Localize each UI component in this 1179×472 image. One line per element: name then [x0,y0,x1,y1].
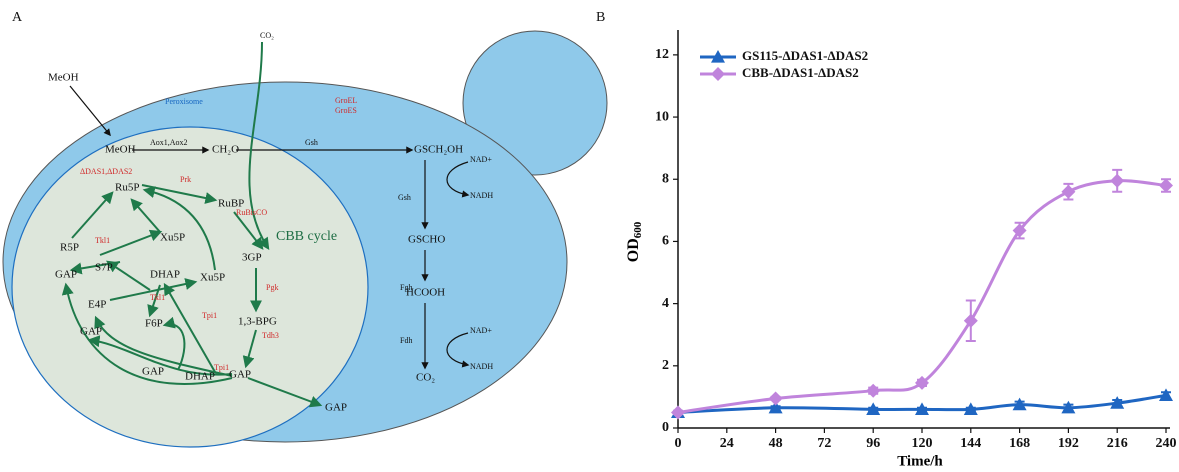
legend-marker [711,67,725,81]
x-tick-label: 0 [675,436,682,451]
cycle-label: CBB cycle [276,229,337,244]
panel-label: B [596,10,605,25]
metabolite: S7P [95,262,113,274]
enzyme: Aox1,Aox2 [150,138,188,147]
metabolite: GAP [80,326,102,338]
cofactor: NADH [470,191,493,200]
metabolite: R5P [60,242,79,254]
metabolite: Xu5P [200,272,225,284]
x-tick-label: 96 [866,436,880,451]
marker [963,313,978,328]
metabolite: GSCH₂OH [414,144,463,156]
x-tick-label: 72 [817,436,831,451]
marker [915,375,929,390]
cofactor: NADH [470,362,493,371]
marker [1159,388,1173,401]
marker [866,402,881,415]
marker [671,405,685,420]
marker [1012,223,1027,238]
metabolite: DHAP [185,371,215,383]
marker [866,383,881,398]
y-axis-label-subscript: 600 [632,221,644,238]
metabolite: RuBP [218,198,244,210]
cofactor: NAD+ [470,155,492,164]
metabolite: HCOOH [406,287,445,299]
cell-bud [462,30,608,176]
marker [1110,396,1125,409]
metabolite: 1,3-BPG [238,316,277,328]
enzyme: Pgk [266,283,278,292]
enzyme: GroES [335,106,357,115]
marker [1061,400,1076,414]
enzyme: Fdh [400,336,412,345]
enzyme: RuBisCO [236,208,267,217]
enzyme: Tpi1 [202,311,217,320]
y-axis-label: OD600 [625,221,644,262]
y-tick-label: 12 [655,47,669,62]
metabolite: CO₂ [260,31,274,40]
legend-label: CBB-ΔDAS1-ΔDAS2 [742,65,859,80]
panel-a: A MeOH CO₂ Peroxisome GroEL GroES MeOH A… [2,10,608,448]
marker [768,391,783,406]
marker [1012,397,1027,411]
x-tick-label: 216 [1107,436,1128,451]
x-tick-label: 48 [769,436,783,451]
y-tick-label: 8 [662,171,669,186]
arrows [61,41,470,408]
metabolite: GAP [229,369,251,381]
x-axis-label: Time/h [897,453,943,469]
enzyme: Prk [180,175,191,184]
enzyme: GroEL [335,96,357,105]
y-tick-label: 6 [662,234,669,249]
enzyme: Fgh [400,283,412,292]
series-line [677,393,1167,414]
metabolite: Ru5P [115,182,139,194]
y-tick-label: 2 [662,358,669,373]
enzyme: Gsh [305,138,318,147]
enzyme: Tpi1 [214,363,229,372]
metabolite: GAP [142,366,164,378]
panel-label: A [12,10,23,25]
compartment: Peroxisome [165,97,203,106]
enzyme: Gsh [398,193,411,202]
marker [1061,184,1076,199]
x-tick-label: 24 [720,436,734,451]
marker [1159,178,1173,193]
x-tick-label: 192 [1058,436,1079,451]
enzyme: Tkl1 [150,293,165,302]
cofactor: NAD+ [470,326,492,335]
metabolite: 3GP [242,252,262,264]
metabolite: GAP [325,402,347,414]
metabolite: DHAP [150,269,180,281]
legend-label: GS115-ΔDAS1-ΔDAS2 [742,48,868,63]
metabolite: Xu5P [160,232,185,244]
y-tick-label: 10 [655,109,669,124]
metabolite: CH₂O [212,144,239,156]
y-tick-label: 0 [662,420,669,435]
metabolite: MeOH [105,144,136,156]
enzyme: Tdh3 [262,331,279,340]
deletion: ΔDAS1,ΔDAS2 [80,167,132,176]
enzyme: Tkl1 [95,236,110,245]
metabolite: F6P [145,318,163,330]
y-tick-label: 4 [662,296,669,311]
legend-marker [711,50,725,63]
y-axis-label-text: OD [625,238,642,262]
x-tick-label: 144 [960,436,981,451]
metabolite: CO₂ [416,372,435,384]
metabolite: GAP [55,269,77,281]
metabolite: GSCHO [408,234,445,246]
marker [768,400,783,414]
x-tick-label: 120 [912,436,933,451]
metabolite: E4P [88,299,106,311]
marker [1110,173,1125,188]
marker [915,402,929,415]
x-tick-label: 240 [1156,436,1177,451]
metabolite: MeOH [48,72,79,84]
marker [963,402,978,415]
x-tick-label: 168 [1009,436,1030,451]
